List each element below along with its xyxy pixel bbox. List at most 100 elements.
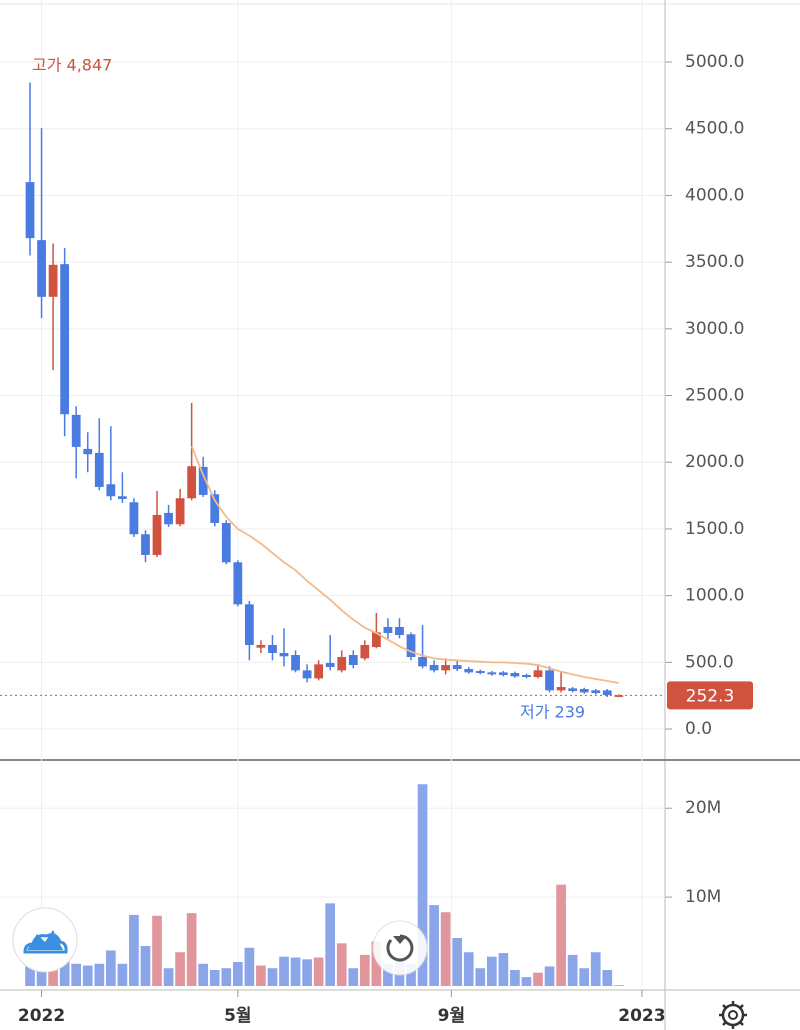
candle-body [187,466,197,499]
candle-body [475,671,485,674]
y-tick-label: 4000.0 [685,185,744,205]
candle-body [348,655,358,666]
volume-bar [498,953,509,986]
volume-bar [256,965,266,986]
volume-bar [267,968,278,986]
volume-bar [544,966,555,986]
candle-body [533,670,543,678]
volume-bar [140,946,151,986]
candle-body [614,695,624,697]
volume-bar [579,968,590,986]
moving-average [190,445,619,684]
volume-bar [313,957,324,986]
last-price-box [667,681,753,710]
reset-button[interactable] [372,920,428,976]
candle-body [302,670,312,679]
volume-bar [209,970,220,986]
volume-bar [383,963,393,986]
last-price-label: 252.3 [686,686,735,706]
candle-body [579,689,589,693]
volume-bar [82,965,93,986]
candle-body [279,653,289,657]
candle-body [429,665,439,671]
volume-bar [463,952,474,986]
candle-body [602,690,612,696]
volume-bar [613,985,624,986]
candle-body [71,414,81,447]
volume-bar [417,784,428,986]
volume-bar [279,956,289,986]
candle-body [106,484,116,497]
volume-tick-label: 20M [685,798,721,818]
candle-body [37,240,46,297]
volume-bar [71,963,82,986]
candle-body [337,657,347,671]
candle-body [117,496,127,499]
volume-bar [186,913,197,986]
candle-body [464,669,474,673]
candle-body [83,448,93,455]
volume-bar [590,952,601,986]
volume-bar [325,903,336,986]
candle-body [522,675,531,678]
y-tick-label: 2500.0 [685,386,744,406]
candle-body [441,665,451,671]
volume-bar [521,977,532,986]
candle-body [244,604,254,646]
low-label: 저가 239 [520,703,585,722]
volume-bar [232,962,243,986]
volume-bar [602,970,613,986]
x-tick-label: 2023 [618,1006,665,1026]
y-tick-label: 4500.0 [685,119,744,139]
volume-bar [152,915,162,986]
volume-bar [48,968,58,986]
volume-bar [25,966,35,986]
candle-body [291,655,300,671]
volume-bar [129,914,139,986]
y-tick-label: 1000.0 [685,586,744,606]
volume-bar [556,884,566,986]
volume-bar [510,970,520,986]
y-tick-label: 3000.0 [685,319,744,339]
candle-body [175,498,185,525]
y-tick-label: 0.0 [685,719,712,739]
candle-body [129,502,139,535]
candle-body [360,645,370,659]
volume-bar [175,952,185,986]
candle-body [314,664,324,679]
candle-body [568,688,578,692]
candle-body [268,645,277,654]
candle-body [198,466,208,495]
x-tick-label: 2022 [18,1006,65,1026]
volume-bar [163,968,174,986]
candle-body [545,670,554,691]
candle-body [395,626,404,636]
candle-body [418,657,427,667]
chart-type-button[interactable] [12,907,78,973]
candle-body [48,264,58,297]
volume-bar [371,941,382,986]
volume-bar [290,957,301,986]
x-tick-label: 9월 [438,1006,465,1026]
volume-tick-label: 10M [685,887,721,907]
candle-body [556,687,566,691]
plot: 0.0 500.0 1000.0 1500.0 2000.0 2500.0 3000.0 35… [0,0,753,1026]
y-tick-label: 3500.0 [685,252,744,272]
volume-bar [221,968,232,986]
volume-bar [567,954,578,986]
candle-body [210,494,220,523]
candle-body [487,672,497,675]
volume-bar [440,912,451,986]
candle-body [25,182,35,239]
volume-bar [359,954,370,986]
candle-body [383,626,393,633]
candle-body [256,645,266,648]
candle-body [164,512,173,525]
volume-bar [429,905,439,986]
volume-bar [198,963,209,986]
settings-button[interactable] [719,1001,747,1029]
volume-bar [406,963,416,986]
candle-body [371,632,381,648]
